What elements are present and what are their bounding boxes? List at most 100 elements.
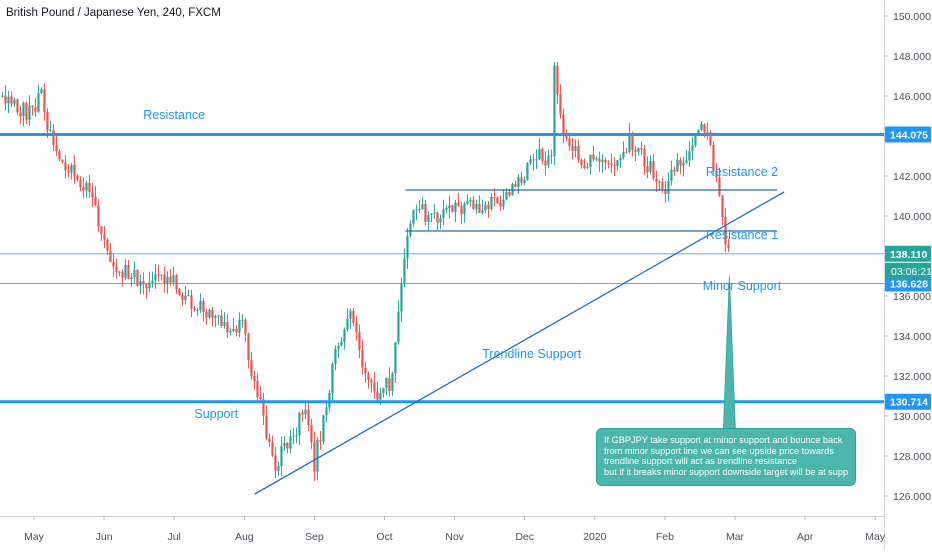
candle <box>79 179 82 188</box>
candle <box>346 319 349 330</box>
candle <box>175 275 178 290</box>
candle <box>439 218 442 223</box>
candle <box>235 328 238 333</box>
y-tick-label: 146.000 <box>893 91 931 103</box>
candle <box>676 159 679 172</box>
current-price-tag-text: 138.110 <box>890 249 928 261</box>
analysis-callout[interactable]: If GBPJPY take support at minor support … <box>596 428 856 486</box>
candle <box>550 155 553 157</box>
candle <box>280 446 283 467</box>
candle <box>538 148 541 160</box>
candle <box>715 171 718 178</box>
candle <box>451 205 454 212</box>
candle <box>406 235 409 259</box>
candle <box>472 199 475 210</box>
candle <box>46 112 49 131</box>
candle <box>376 391 379 400</box>
candle <box>712 145 715 172</box>
candle <box>151 280 154 283</box>
candle <box>391 373 394 391</box>
candle <box>541 148 544 161</box>
candle <box>190 295 193 309</box>
candle <box>160 274 163 276</box>
candle <box>655 178 658 182</box>
candle <box>643 149 646 167</box>
candle <box>256 380 259 397</box>
x-tick-label: May <box>865 531 886 543</box>
candle <box>403 258 406 284</box>
candle <box>274 455 277 471</box>
candle <box>562 114 565 136</box>
candle <box>505 191 508 200</box>
candle <box>460 205 463 215</box>
candle <box>457 202 460 206</box>
candle <box>490 196 493 209</box>
candle <box>286 442 289 449</box>
candle <box>313 442 316 472</box>
candle <box>322 415 325 442</box>
candle <box>652 160 655 179</box>
candle <box>382 388 385 394</box>
candle <box>496 197 499 204</box>
candle <box>355 322 358 333</box>
candle <box>334 348 337 364</box>
candle <box>205 311 208 318</box>
candle <box>481 210 484 213</box>
candle <box>388 378 391 391</box>
candle <box>589 154 592 168</box>
candle <box>115 266 118 273</box>
candle <box>316 439 319 472</box>
candle <box>691 145 694 152</box>
candle <box>88 182 91 192</box>
candle <box>283 442 286 447</box>
candle <box>163 274 166 284</box>
candle <box>694 134 697 146</box>
candle <box>394 342 397 374</box>
candle <box>301 412 304 415</box>
candle <box>226 322 229 333</box>
candle <box>94 196 97 206</box>
level-tag-text: 136.628 <box>890 278 928 290</box>
candle <box>40 89 43 94</box>
level-tag-bg <box>885 126 931 143</box>
candle <box>340 341 343 346</box>
candle <box>397 311 400 343</box>
candle <box>670 169 673 181</box>
candle <box>598 158 601 162</box>
candle <box>667 180 670 194</box>
candle <box>544 160 547 166</box>
trendline-support-line <box>254 191 785 495</box>
candle <box>583 164 586 168</box>
countdown-text: 03:06:21 <box>891 266 932 278</box>
candle <box>331 363 334 393</box>
level-tag-bg <box>885 275 931 292</box>
candle <box>19 112 22 117</box>
callout-line: If GBPJPY take support at minor support … <box>604 435 843 445</box>
candle <box>706 132 709 134</box>
candle <box>373 382 376 392</box>
candle <box>697 129 700 135</box>
candle <box>499 203 502 207</box>
y-tick-label: 132.000 <box>893 371 931 383</box>
candle <box>70 164 73 173</box>
countdown-tag: 03:06:21 <box>885 262 932 279</box>
candle <box>100 226 103 235</box>
candle <box>574 146 577 151</box>
candle <box>4 95 7 104</box>
candle <box>442 209 445 219</box>
candle <box>352 310 355 323</box>
candle <box>610 163 613 165</box>
candle <box>526 163 529 180</box>
candle <box>421 204 424 210</box>
candle <box>148 282 151 289</box>
y-tick-label: 142.000 <box>893 171 931 183</box>
candle <box>214 315 217 318</box>
candle <box>703 124 706 133</box>
candle <box>682 162 685 166</box>
candle <box>103 234 106 240</box>
candle <box>595 158 598 160</box>
candle <box>25 102 28 120</box>
candle <box>199 300 202 311</box>
